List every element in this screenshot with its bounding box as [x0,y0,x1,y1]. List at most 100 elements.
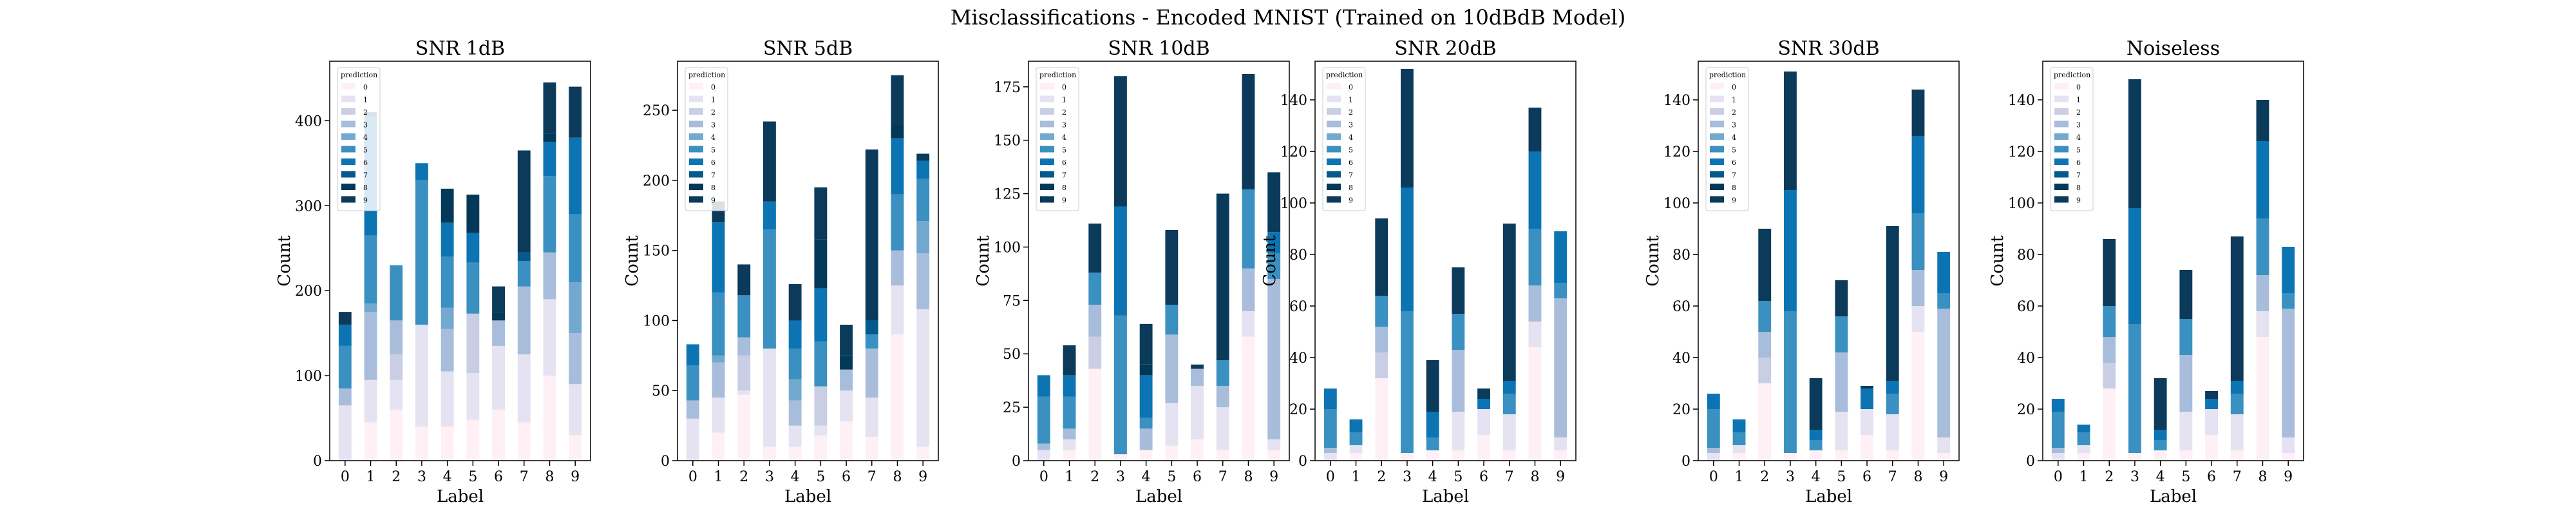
legend-swatch-5-6 [2054,158,2069,165]
bar-2-cat-6-pred-9 [1191,364,1204,369]
bar-5-cat-2-pred-3 [2103,337,2116,363]
chart-title-3: SNR 20dB [1394,37,1496,60]
legend-swatch-3-8 [1327,184,1341,190]
bar-0-cat-7-pred-1 [517,354,531,423]
legend-label-5-6: 6 [2076,158,2081,167]
bar-4-cat-7-pred-9 [1886,226,1899,381]
legend-label-5-5: 5 [2076,146,2081,155]
bar-0-cat-7-pred-5 [517,261,531,287]
bar-0-cat-0-pred-5 [338,345,352,388]
legend-title-1: prediction [688,71,725,79]
bar-1-cat-2-pred-3 [737,337,751,356]
bar-5-cat-7-pred-5 [2230,394,2244,414]
bar-5-cat-8-pred-9 [2256,100,2269,141]
bar-0-cat-5-pred-0 [466,419,480,461]
legend-label-0-4: 4 [363,133,368,142]
bar-5-cat-5-pred-9 [2179,270,2193,319]
x-tick-label-0-3: 3 [417,469,426,485]
bar-1-cat-2-pred-0 [737,394,751,461]
bar-2-cat-4-pred-3 [1139,428,1153,450]
y-tick-label-3-100: 100 [1280,196,1307,212]
bar-5-cat-8-pred-6 [2256,141,2269,218]
x-tick-label-3-0: 0 [1326,469,1335,485]
bar-3-cat-4-pred-6 [1426,412,1439,437]
x-tick-label-1-3: 3 [765,469,774,485]
bar-3-cat-0-pred-5 [1323,409,1337,448]
legend-swatch-1-1 [689,95,703,102]
x-tick-label-3-6: 6 [1479,469,1488,485]
bar-1-cat-9-pred-0 [916,446,930,461]
bar-2-cat-6-pred-1 [1191,385,1204,439]
bar-4-cat-7-pred-0 [1886,450,1899,461]
bar-1-cat-0-pred-6 [686,344,699,366]
legend-label-1-3: 3 [711,121,715,130]
bar-2-cat-2-pred-0 [1088,369,1102,461]
bar-1-cat-4-pred-4 [788,379,802,401]
legend-swatch-3-5 [1327,146,1341,153]
bar-4-cat-9-pred-0 [1937,453,1951,461]
bar-2-cat-0-pred-1 [1037,450,1050,461]
bar-1-cat-9-pred-5 [916,178,930,221]
legend-label-3-2: 2 [1349,108,1353,117]
bar-4-cat-7-pred-1 [1886,414,1899,450]
bar-0-cat-6-pred-1 [492,345,505,410]
bar-0-cat-3-pred-1 [415,324,428,427]
bar-1-cat-2-pred-2 [737,355,751,391]
x-tick-label-3-8: 8 [1530,469,1539,485]
x-tick-label-1-8: 8 [893,469,902,485]
bar-2-cat-5-pred-5 [1165,304,1179,335]
bar-0-cat-9-pred-3 [569,333,582,385]
legend-swatch-2-3 [1040,120,1054,128]
bar-1-cat-7-pred-7 [865,320,878,335]
bar-3-cat-6-pred-0 [1477,435,1490,461]
bar-1-cat-4-pred-5 [788,348,802,379]
plot-frame-5 [2042,61,2304,461]
bar-4-cat-2-pred-5 [1758,301,1772,332]
legend-label-0-6: 6 [363,158,368,167]
legend-label-0-5: 5 [363,146,368,155]
x-tick-label-3-4: 4 [1428,469,1437,485]
bar-3-cat-3-pred-9 [1401,69,1414,187]
y-axis-label-1: Count [623,235,642,287]
legend-swatch-2-1 [1040,95,1054,102]
bar-4-cat-1-pred-1 [1732,445,1746,453]
bar-2-cat-9-pred-1 [1267,439,1281,450]
bar-4-cat-5-pred-0 [1835,450,1848,461]
legend-label-1-9: 9 [711,197,715,205]
bar-5-cat-0-pred-3 [2051,448,2065,453]
y-tick-label-5-140: 140 [2008,93,2035,109]
x-tick-label-2-0: 0 [1039,469,1048,485]
bar-4-cat-4-pred-5 [1809,440,1823,450]
bar-3-cat-7-pred-0 [1502,450,1516,461]
legend-swatch-0-0 [341,83,355,90]
bar-1-cat-1-pred-3 [712,362,725,398]
legend-label-3-6: 6 [1349,158,1353,167]
bar-3-cat-8-pred-5 [1528,229,1542,285]
bar-0-cat-0-pred-1 [338,405,352,461]
bar-4-cat-6-pred-0 [1861,435,1873,461]
bar-0-cat-8-pred-1 [543,299,556,376]
x-tick-label-2-1: 1 [1065,469,1074,485]
legend-label-0-8: 8 [363,184,368,192]
bar-5-cat-8-pred-5 [2256,218,2269,275]
bar-2-cat-7-pred-3 [1216,385,1229,408]
legend-label-4-2: 2 [1732,108,1736,117]
bar-1-cat-4-pred-6 [788,320,802,349]
legend-swatch-5-5 [2054,146,2069,153]
bar-5-cat-3-pred-9 [2128,79,2141,208]
bar-1-cat-6-pred-3 [840,369,853,391]
bar-0-cat-9-pred-1 [569,384,582,436]
bar-4-cat-2-pred-9 [1758,229,1772,301]
legend-label-1-8: 8 [711,184,715,192]
legend-label-4-6: 6 [1732,158,1736,167]
x-axis-label-5: Label [2150,487,2197,506]
legend-swatch-4-0 [1710,83,1724,90]
bar-1-cat-3-pred-9 [763,121,776,202]
y-tick-label-5-0: 0 [2026,454,2035,470]
x-tick-label-5-1: 1 [2079,469,2088,485]
bar-3-cat-4-pred-9 [1426,360,1439,412]
bar-3-cat-7-pred-1 [1502,414,1516,450]
bar-5-cat-4-pred-6 [2154,430,2167,440]
bar-5-cat-5-pred-1 [2179,412,2193,450]
bar-0-cat-7-pred-3 [517,286,531,355]
